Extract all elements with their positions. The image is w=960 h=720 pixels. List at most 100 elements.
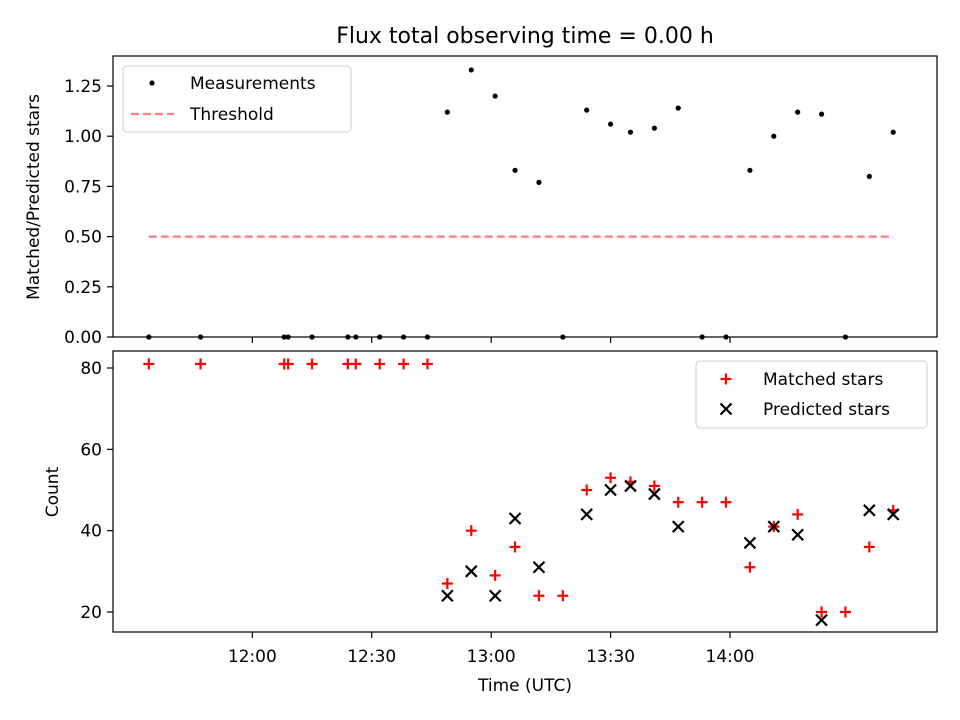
matched-star-point: [306, 358, 318, 370]
legend-predicted-marker: [719, 402, 733, 416]
matched-star-point: [792, 508, 804, 520]
measurement-point: [890, 129, 896, 135]
top-y-tick-label: 0.25: [64, 278, 102, 298]
matched-star-point: [533, 590, 545, 602]
bottom-x-tick-label: 13:30: [586, 647, 635, 667]
matched-star-point: [648, 480, 660, 492]
top-axes-frame: [112, 55, 938, 338]
bottom-legend-box: [695, 360, 928, 429]
measurement-point: [444, 109, 450, 115]
predicted-star-point: [767, 520, 781, 533]
matched-star-point: [398, 358, 410, 370]
bottom-x-tick-label: 14:00: [706, 647, 755, 667]
bottom-legend: Matched stars Predicted stars: [695, 360, 928, 429]
matched-star-point: [672, 496, 684, 508]
measurement-point: [651, 125, 657, 131]
predicted-star-point: [488, 589, 502, 603]
measurement-point: [795, 109, 801, 115]
predicted-star-point: [863, 504, 876, 517]
measurement-point: [584, 107, 590, 113]
bottom-x-tick-label: 12:00: [228, 647, 277, 667]
bottom-y-tick-label: 40: [80, 522, 102, 542]
matched-star-point: [696, 496, 708, 508]
top-y-tick-label: 0.50: [64, 228, 102, 248]
matched-star-point: [195, 358, 207, 370]
bottom-x-tick-label: 13:00: [467, 647, 516, 667]
matched-star-point: [465, 525, 477, 537]
top-y-tick-label: 0.00: [64, 328, 102, 348]
measurement-point: [866, 173, 872, 179]
bottom-y-tick-label: 80: [80, 359, 102, 379]
bottom-predicted-points: [441, 479, 900, 627]
legend-matched-plus: [720, 373, 732, 385]
legend-matched-label: Matched stars: [763, 370, 883, 390]
legend-measurements-label: Measurements: [190, 74, 316, 94]
matched-star-point: [441, 578, 453, 590]
legend-predicted-cross: [719, 402, 733, 416]
measurement-point: [492, 93, 498, 99]
predicted-star-point: [886, 508, 900, 521]
top-y-tick-label: 1.25: [64, 77, 102, 97]
bottom-matched-points: [143, 358, 899, 618]
bottom-y-ticks: 20 40 60 80: [80, 359, 113, 623]
legend-threshold-label: Threshold: [189, 105, 274, 125]
predicted-star-point: [532, 560, 546, 574]
predicted-star-point: [508, 512, 522, 525]
measurement-point: [771, 133, 777, 139]
matched-star-point: [744, 561, 756, 573]
predicted-star-point: [743, 536, 757, 550]
measurement-point: [675, 105, 681, 111]
bottom-y-tick-label: 20: [80, 603, 102, 623]
matched-star-point: [282, 358, 294, 370]
matched-star-point: [489, 569, 501, 581]
matched-star-point: [350, 358, 362, 370]
predicted-star-point: [441, 589, 454, 603]
matched-star-point: [605, 472, 617, 484]
measurement-point: [818, 111, 825, 117]
matched-star-point: [557, 590, 569, 602]
legend-matched-marker: [720, 373, 732, 385]
bottom-x-axis-label: Time (UTC): [477, 676, 572, 696]
predicted-star-point: [815, 613, 828, 627]
top-legend: Measurements Threshold: [122, 65, 352, 133]
top-y-tick-label: 1.00: [64, 127, 102, 147]
measurement-point: [747, 167, 753, 173]
measurement-point: [512, 167, 518, 173]
bottom-panel: 20 40 60 80 12:00 12:30 13:00 13:30 14:00 Count…: [43, 350, 938, 696]
measurement-point: [627, 129, 634, 135]
top-panel: 0.00 0.25 0.50 0.75 1.00 1.25 Matched/Predict…: [24, 55, 938, 348]
top-legend-box: [122, 65, 352, 133]
bottom-x-ticks: 12:00 12:30 13:00 13:30 14:00: [228, 632, 755, 667]
legend-measurements-marker: [149, 80, 155, 86]
matched-star-point: [839, 606, 851, 618]
top-x-ticks: [251, 337, 731, 343]
measurement-point: [607, 121, 614, 127]
predicted-star-point: [648, 487, 661, 501]
bottom-x-tick-label: 12:30: [347, 647, 396, 667]
predicted-star-point: [580, 508, 593, 521]
top-y-axis-label: Matched/Predicted stars: [24, 94, 44, 300]
predicted-star-point: [791, 528, 804, 542]
legend-predicted-label: Predicted stars: [763, 400, 890, 420]
predicted-star-point: [671, 520, 685, 533]
top-y-ticks: 0.00 0.25 0.50 0.75 1.00 1.25: [64, 77, 113, 348]
matched-star-point: [816, 606, 828, 618]
matched-star-point: [143, 358, 155, 370]
matched-star-point: [720, 496, 732, 508]
measurement-point: [536, 179, 542, 185]
matched-star-point: [374, 358, 386, 370]
predicted-star-point: [624, 479, 637, 493]
matched-star-point: [863, 541, 875, 553]
bottom-y-axis-label: Count: [43, 466, 63, 517]
measurement-point: [468, 67, 474, 73]
bottom-axes-frame: [112, 350, 938, 633]
matched-star-point: [581, 484, 593, 496]
matched-star-point: [421, 358, 433, 370]
bottom-y-tick-label: 60: [80, 440, 102, 460]
predicted-star-point: [464, 565, 478, 578]
predicted-star-point: [604, 483, 617, 497]
matched-star-point: [509, 541, 521, 553]
top-y-tick-label: 0.75: [64, 177, 102, 197]
chart-title: Flux total observing time = 0.00 h: [336, 24, 714, 49]
